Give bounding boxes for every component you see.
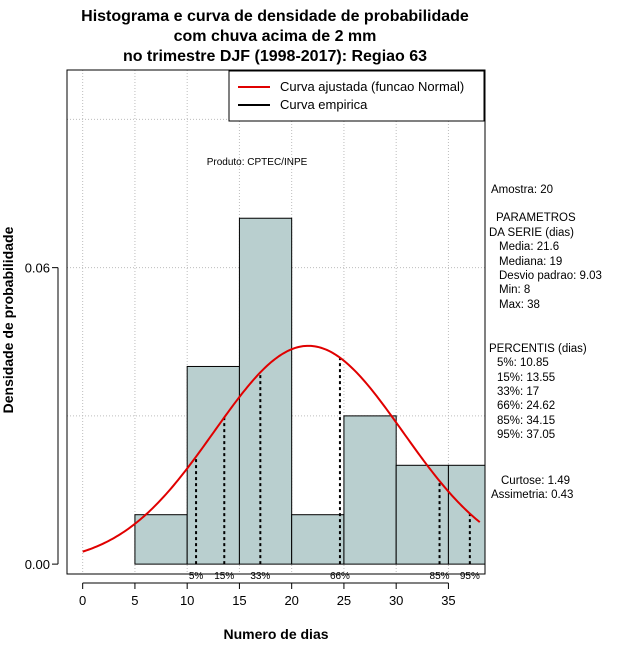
chart-title-line-1: Histograma e curva de densidade de proba…: [81, 8, 469, 25]
stat-max: Max: 38: [499, 299, 540, 311]
y-tick-label-0: 0.00: [25, 557, 50, 572]
percentile-label-95: 95%: [460, 571, 480, 582]
stats-panel: Amostra: 20 PARAMETROS DA SERIE (dias) M…: [489, 184, 602, 501]
histogram-bars: [134, 217, 486, 565]
stat-assimetria: Assimetria: 0.43: [491, 489, 573, 501]
histogram-bar-2: [238, 217, 293, 565]
legend-label-empirical: Curva empirica: [280, 97, 368, 112]
percentil-66: 66%: 24.62: [497, 400, 555, 412]
y-tick-label-1: 0.06: [25, 261, 50, 276]
stat-min: Min: 8: [499, 284, 530, 296]
histogram-bar-3: [291, 514, 345, 565]
x-tick-label-3: 15: [232, 593, 246, 608]
x-tick-label-4: 20: [284, 593, 298, 608]
histogram-bar-1: [186, 365, 240, 565]
histogram-bar-0: [134, 514, 188, 565]
stat-amostra: Amostra: 20: [491, 184, 553, 196]
percentis-title: PERCENTIS (dias): [489, 343, 587, 355]
percentil-5: 5%: 10.85: [497, 357, 549, 369]
y-axis-title: Densidade de probabilidade: [0, 226, 16, 413]
chart-title-line-2: com chuva acima de 2 mm: [174, 28, 377, 45]
percentile-lines: [195, 357, 471, 565]
percentil-15: 15%: 13.55: [497, 372, 555, 384]
stat-media: Media: 21.6: [499, 241, 559, 253]
stat-mediana: Mediana: 19: [499, 256, 562, 268]
percentil-85: 85%: 34.15: [497, 415, 555, 427]
legend: Curva ajustada (funcao Normal) Curva emp…: [228, 70, 485, 122]
stat-desvio: Desvio padrao: 9.03: [499, 270, 602, 282]
percentile-label-5: 5%: [189, 571, 204, 582]
percentile-label-15: 15%: [214, 571, 234, 582]
x-tick-label-0: 0: [79, 593, 86, 608]
x-axis: 0 5 10 15 20 25 30 35: [79, 582, 456, 608]
params-title-2: DA SERIE (dias): [489, 227, 574, 239]
percentile-label-33: 33%: [250, 571, 270, 582]
percentile-label-66: 66%: [330, 571, 350, 582]
x-tick-label-5: 25: [337, 593, 351, 608]
density-curve: [82, 344, 481, 553]
product-annotation: Produto: CPTEC/INPE: [207, 157, 308, 168]
x-tick-label-1: 5: [131, 593, 138, 608]
legend-box: [228, 70, 485, 122]
stat-curtose: Curtose: 1.49: [501, 475, 570, 487]
normal-fit-curve: [82, 344, 481, 553]
legend-label-normal: Curva ajustada (funcao Normal): [280, 79, 464, 94]
y-axis: 0.00 0.06: [25, 261, 59, 572]
percentile-labels: 5% 15% 33% 66% 85% 95%: [189, 571, 480, 582]
x-tick-label-7: 35: [441, 593, 455, 608]
histogram-bar-6: [447, 464, 486, 565]
percentile-label-85: 85%: [430, 571, 450, 582]
histogram-bar-4: [343, 415, 397, 565]
chart-title-line-3: no trimestre DJF (1998-2017): Regiao 63: [123, 48, 427, 65]
params-title-1: PARAMETROS: [496, 212, 576, 224]
percentil-33: 33%: 17: [497, 386, 539, 398]
x-tick-label-2: 10: [180, 593, 194, 608]
percentil-95: 95%: 37.05: [497, 429, 555, 441]
histogram-bar-5: [395, 464, 449, 565]
plot-frame: [66, 69, 486, 575]
x-tick-label-6: 30: [389, 593, 403, 608]
x-axis-title: Numero de dias: [223, 626, 328, 642]
